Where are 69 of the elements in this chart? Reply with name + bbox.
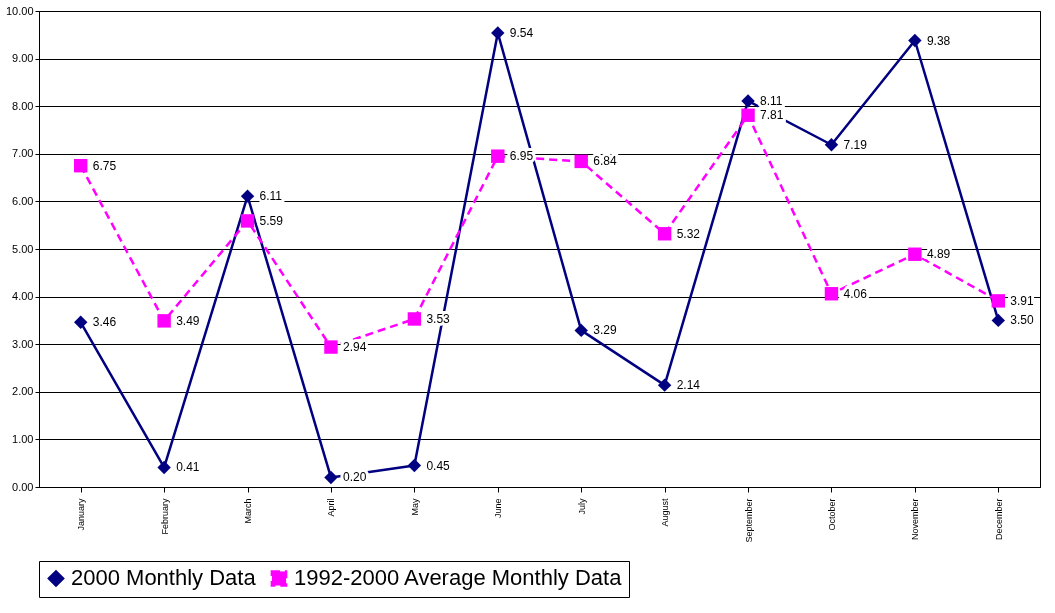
point xyxy=(491,149,505,163)
point xyxy=(574,154,588,169)
y-tick-label: 8.00 xyxy=(12,99,34,112)
point xyxy=(240,189,255,203)
data-label: 0.45 xyxy=(426,458,451,473)
data-label: 4.06 xyxy=(843,286,868,301)
y-tick-label: 3.00 xyxy=(12,337,34,350)
y-tick-label: 9.00 xyxy=(12,52,34,65)
data-label: 6.75 xyxy=(92,158,117,173)
point xyxy=(824,287,839,301)
x-tick-label: November xyxy=(910,498,921,541)
point xyxy=(741,108,755,122)
x-tick-label: March xyxy=(243,498,254,524)
y-tick-label: 4.00 xyxy=(12,290,34,303)
y-tick-label: 10.00 xyxy=(5,4,34,17)
data-label: 3.50 xyxy=(1010,313,1034,328)
point xyxy=(991,294,1005,308)
y-tick-label: 2.00 xyxy=(12,385,34,398)
y-tick-label: 7.00 xyxy=(12,147,34,160)
x-tick-label: June xyxy=(493,498,504,519)
data-label: 8.11 xyxy=(760,93,783,108)
x-tick-label: July xyxy=(576,498,587,515)
y-tick-label: 1.00 xyxy=(12,432,34,445)
point xyxy=(157,314,171,328)
y-tick-label: 6.00 xyxy=(12,194,34,207)
point xyxy=(657,378,672,392)
x-tick-label: December xyxy=(993,498,1004,541)
point xyxy=(491,26,505,40)
legend-label: 1992-2000 Average Monthly Data xyxy=(294,565,623,591)
data-label: 0.20 xyxy=(342,470,367,485)
point xyxy=(74,158,88,173)
point xyxy=(741,94,755,108)
point xyxy=(908,33,922,48)
point xyxy=(74,315,88,330)
point xyxy=(324,470,338,485)
point xyxy=(407,312,422,326)
y-tick-label: 5.00 xyxy=(12,242,34,255)
point xyxy=(657,227,672,241)
x-tick-label: May xyxy=(409,498,420,516)
point xyxy=(574,323,588,338)
x-tick-label: January xyxy=(76,498,87,531)
data-label: 5.59 xyxy=(259,213,284,228)
data-label: 0.41 xyxy=(176,460,200,475)
x-tick-label: October xyxy=(826,498,837,531)
x-tick-label: February xyxy=(159,498,170,535)
point xyxy=(991,313,1005,328)
point xyxy=(324,340,338,354)
data-label: 6.11 xyxy=(259,189,283,204)
data-label: 9.54 xyxy=(509,25,534,40)
point xyxy=(157,460,171,475)
data-label: 6.84 xyxy=(593,154,617,169)
point xyxy=(240,214,255,228)
data-label: 4.89 xyxy=(926,247,951,262)
data-label: 2.14 xyxy=(676,378,701,393)
data-label: 9.38 xyxy=(926,33,951,48)
point xyxy=(824,138,839,152)
x-tick-label: April xyxy=(326,498,337,517)
data-label: 5.32 xyxy=(676,226,701,241)
legend-label: 2000 Monthly Data xyxy=(71,565,257,591)
data-label: 3.46 xyxy=(92,315,117,330)
point xyxy=(908,247,922,261)
data-label: 7.19 xyxy=(843,137,868,152)
point xyxy=(407,458,422,473)
y-tick-label: 0.00 xyxy=(12,480,34,493)
data-label: 3.49 xyxy=(176,313,200,328)
x-tick-label: August xyxy=(660,498,671,527)
x-tick-label: September xyxy=(743,498,754,543)
data-label: 3.91 xyxy=(1010,293,1034,308)
data-label: 3.29 xyxy=(593,323,617,338)
